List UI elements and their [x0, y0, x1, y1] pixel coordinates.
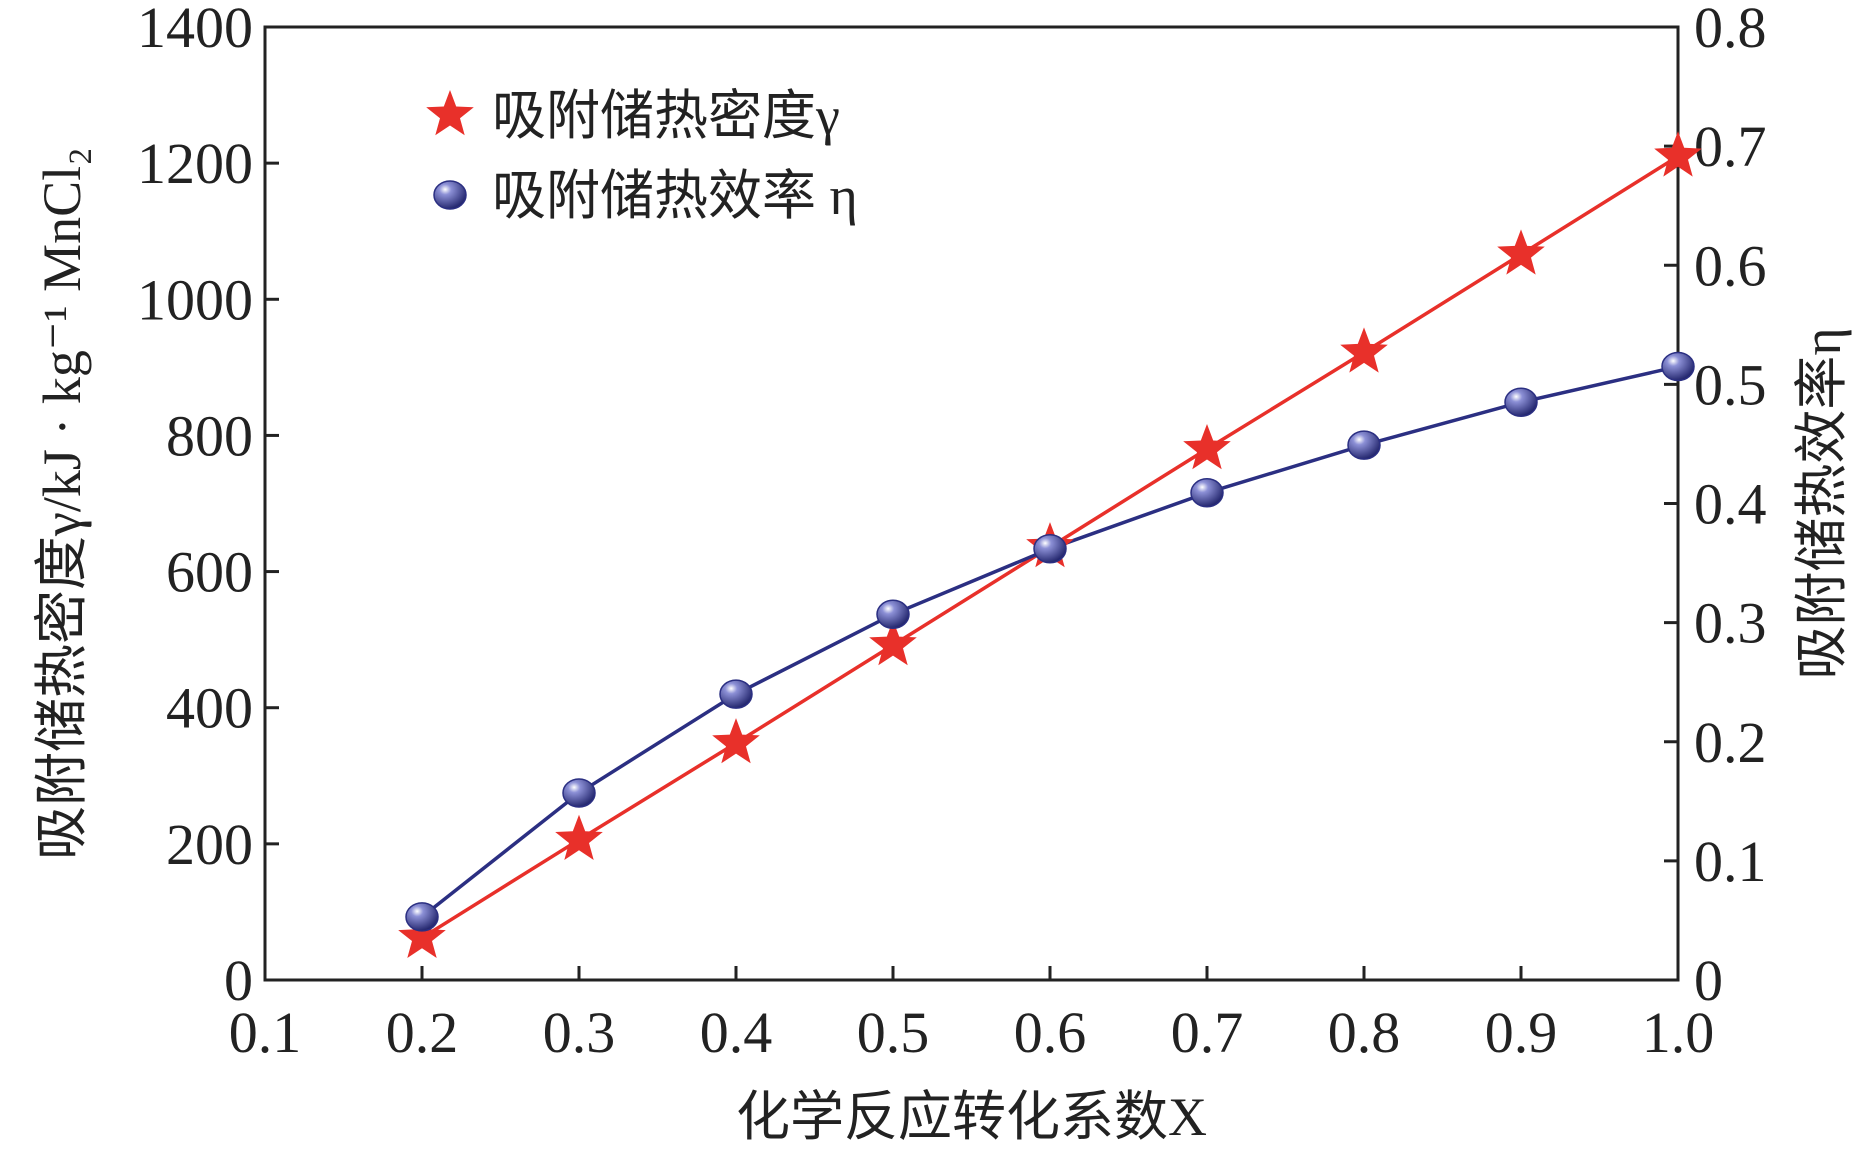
- x-axis: 0.1 0.2 0.3 0.4 0.5 0.6 0.7 0.8 0.9 1.0: [229, 966, 1715, 1065]
- y-left-tick-label: 0: [224, 948, 253, 1013]
- y-axis-left: 0 200 400 600 800 1000 1200 1400: [137, 0, 279, 1013]
- series-markers: [398, 131, 1702, 958]
- legend-marker-2: [433, 180, 467, 210]
- series-1-point: [1183, 424, 1231, 470]
- series-2-point: [719, 679, 753, 709]
- legend-marker-1: [426, 90, 474, 136]
- x-tick-label: 0.2: [386, 1000, 459, 1065]
- series-1-point: [869, 620, 917, 666]
- x-tick-label: 0.4: [700, 1000, 773, 1065]
- series-2-point: [1661, 351, 1695, 382]
- legend-label-2: 吸附储热效率 η: [492, 166, 858, 226]
- axis-titles: 化学反应转化系数X 吸附储热密度γ/kJ · kg⁻¹ MnCl₂ 吸附储热效率η: [32, 147, 1852, 1147]
- y-left-tick-label: 200: [166, 812, 253, 877]
- y-right-tick-label: 0.8: [1694, 0, 1767, 60]
- series-2-point: [1190, 478, 1224, 508]
- legend: 吸附储热密度γ 吸附储热效率 η: [426, 86, 858, 226]
- plot-area: [263, 25, 1680, 982]
- x-tick-label: 0.1: [229, 1000, 302, 1065]
- y-left-tick-label: 1400: [137, 0, 253, 60]
- series-1-point: [1340, 327, 1388, 373]
- y-right-tick-label: 0.1: [1694, 829, 1767, 894]
- y-left-tick-label: 800: [166, 403, 253, 468]
- y-left-tick-label: 400: [166, 676, 253, 741]
- y-axis-right-title: 吸附储热效率η: [1792, 327, 1852, 679]
- x-tick-label: 0.6: [1014, 1000, 1087, 1065]
- x-tick-label: 0.9: [1485, 1000, 1558, 1065]
- plot-frame: [263, 25, 1680, 982]
- y-right-tick-label: 0.4: [1694, 472, 1767, 537]
- series-2-point: [876, 599, 910, 630]
- legend-label-1: 吸附储热密度γ: [492, 86, 840, 146]
- series-line-2: [420, 364, 1679, 919]
- series-1-point: [1654, 131, 1702, 177]
- x-tick-label: 0.7: [1171, 1000, 1244, 1065]
- y-left-tick-label: 600: [166, 540, 253, 605]
- y-right-tick-label: 0.2: [1694, 710, 1767, 775]
- y-axis-right: 0 0.1 0.2 0.3 0.4 0.5 0.6 0.7 0.8: [1664, 0, 1767, 1013]
- series-1-point: [712, 718, 760, 764]
- y-left-tick-label: 1200: [137, 131, 253, 196]
- series-2-point: [1347, 430, 1381, 460]
- series-1-point: [1497, 229, 1545, 275]
- x-tick-label: 0.3: [543, 1000, 616, 1065]
- series-2-point: [1504, 387, 1538, 417]
- series-1-point: [555, 814, 603, 860]
- x-tick-label: 1.0: [1642, 1000, 1715, 1065]
- series-2-point: [1033, 534, 1067, 564]
- y-axis-left-title: 吸附储热密度γ/kJ · kg⁻¹ MnCl₂: [32, 147, 92, 860]
- x-tick-label: 0.5: [857, 1000, 930, 1065]
- x-axis-title: 化学反应转化系数X: [736, 1087, 1207, 1147]
- y-right-tick-label: 0: [1694, 948, 1723, 1013]
- y-right-tick-label: 0.5: [1694, 352, 1767, 417]
- series-2-point: [562, 778, 596, 808]
- y-right-tick-label: 0.3: [1694, 591, 1767, 656]
- series-1-point: [398, 912, 446, 958]
- series-2-point: [405, 902, 439, 932]
- y-right-tick-label: 0.6: [1694, 233, 1767, 298]
- y-right-tick-label: 0.7: [1694, 114, 1767, 179]
- y-left-tick-label: 1000: [137, 267, 253, 332]
- x-tick-label: 0.8: [1328, 1000, 1401, 1065]
